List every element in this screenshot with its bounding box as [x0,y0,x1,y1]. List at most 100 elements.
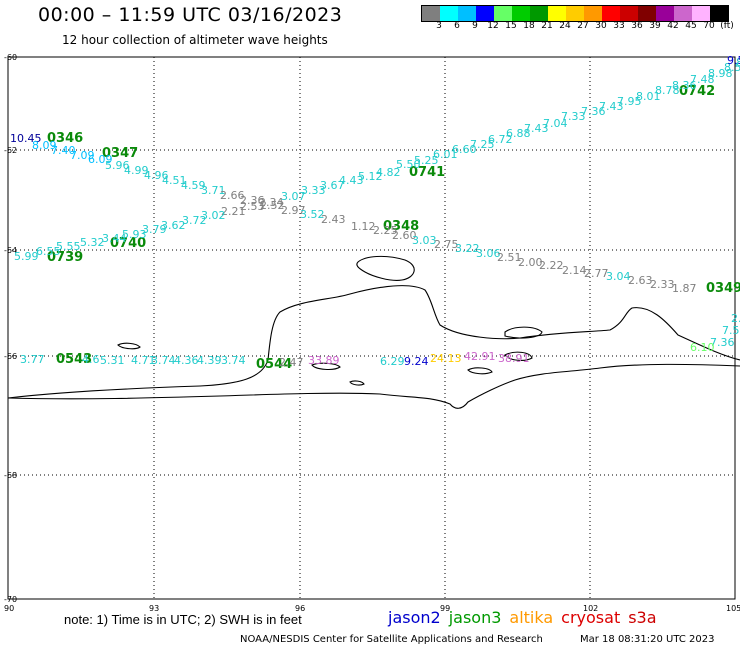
wave-height-label: 8.98 [708,67,733,80]
wave-height-label: 4.36 [174,354,199,367]
wave-height-label: 3.02 [201,209,226,222]
wave-height-label: 7.36 [710,336,735,349]
colorbar-label: 9 [472,21,478,31]
satellite-legend: jason2 jason3 altika cryosat s3a [388,608,665,627]
colorbar-swatch [440,6,458,21]
wave-height-label: 2.63 [628,274,653,287]
wave-height-label: 3.67 [320,179,345,192]
wave-height-label: 5.12 [358,170,383,183]
lon-label: 99 [440,604,450,613]
colorbar-swatch [692,6,710,21]
satellite-legend-item: cryosat [561,608,621,627]
wave-height-label: 1.87 [672,282,697,295]
colorbar-label: 3 [436,21,442,31]
colorbar-swatch [476,6,494,21]
lat-label: -60 [4,53,17,62]
wave-height-label: 7.25 [470,138,495,151]
colorbar-label: 27 [577,21,589,31]
wave-height-label: 3.03 [412,234,437,247]
wave-height-label: 4.99 [124,164,149,177]
lon-label: 93 [149,604,159,613]
colorbar-label: 6 [454,21,460,31]
wave-height-label: 6.10 [690,341,715,354]
colorbar-label: 33 [613,21,625,31]
time-label: 0348 [383,219,419,234]
grid-lines [8,57,735,599]
colorbar-swatch [422,6,440,21]
credit-line: NOAA/NESDIS Center for Satellite Applica… [240,634,543,645]
colorbar-swatch [566,6,584,21]
wave-height-label: 9.24 [404,355,429,368]
wave-height-label: 6.72 [488,133,513,146]
colorbar-swatch [674,6,692,21]
colorbar-label: 24 [559,21,571,31]
coastline [7,255,740,409]
wave-height-label: 5.96 [105,159,130,172]
colorbar-label: 21 [541,21,553,31]
wave-height-label: 3.52 [300,208,325,221]
wave-height-label: 6.29 [380,355,405,368]
lon-label: 90 [4,604,14,613]
lon-label: 102 [583,604,598,613]
colorbar-label: 42 [667,21,679,31]
wave-height-label: 4.82 [376,166,401,179]
lon-label: 105 [726,604,740,613]
wave-height-label: 2.51 [497,251,522,264]
wave-height-label: 3.33 [301,184,326,197]
wave-height-label: 3.04 [606,270,631,283]
wave-height-label: 7.09 [70,149,95,162]
wave-height-label: 3.62 [161,219,186,232]
lon-label: 96 [295,604,305,613]
wave-height-label: 3.07 [281,190,306,203]
wave-height-label: 8.58 [724,61,740,74]
colorbar-swatch [584,6,602,21]
pass-time-labels: 0346 0347 0741 0740 0739 0348 0742 0349 … [47,84,740,372]
wave-height-label: 3.77 [20,353,45,366]
wave-height-label: 8.52 [736,56,740,69]
wave-height-label: 7.40 [51,144,76,157]
wave-height-label: 7.36 [581,105,606,118]
wave-height-label: 24.13 [430,352,462,365]
colorbar-swatch [494,6,512,21]
wave-height-label: 3.79 [142,223,167,236]
wave-height-label: 2.60 [392,229,417,242]
wave-height-label: 6.09 [88,153,113,166]
wave-height-label: 5.50 [396,158,421,171]
colorbar-swatch [548,6,566,21]
wave-height-label: 9.5 [727,54,740,67]
wave-height-label: 3.06 [476,247,501,260]
wave-height-label: 4.96 [144,169,169,182]
time-label: 0349 [706,281,740,296]
wave-height-label: 5.55 [56,240,81,253]
colorbar-swatch [710,6,728,21]
wave-height-label: 2.21 [221,205,246,218]
generation-time: Mar 18 08:31:20 UTC 2023 [580,634,715,645]
wave-height-label: 4.39 [197,354,222,367]
lat-label: -66 [4,352,17,361]
longitude-labels: 90 93 96 99 102 105 [4,604,740,613]
colorbar-label: 45 [685,21,697,31]
wave-height-label: 7.33 [561,110,586,123]
time-label: 0544 [256,357,292,372]
wave-height-label: 3.74 [151,354,176,367]
colorbar-swatch [512,6,530,21]
map-subtitle: 12 hour collection of altimeter wave hei… [62,33,328,47]
wave-height-label: 2.43 [321,213,346,226]
time-label: 0740 [110,236,146,251]
map-title: 00:00 – 11:59 UTC 03/16/2023 [38,4,343,26]
wave-height-label: 2.47 [279,356,304,369]
wave-height-labels: 10.458.097.407.096.095.964.994.964.514.5… [10,54,740,369]
plot-frame [7,56,736,600]
wave-height-label: 5.32 [80,236,105,249]
latitude-labels: -60 -62 -64 -66 -68 -70 [4,53,17,604]
colorbar-label: 36 [631,21,643,31]
wave-height-label: 2.52 [260,199,285,212]
wave-height-label: 7.48 [690,73,715,86]
wave-height-label: 2.00 [518,256,543,269]
wave-height-label: 3.44 [102,232,127,245]
wave-height-label: 10.45 [10,132,42,145]
time-label: 0741 [409,165,445,180]
satellite-legend-item: jason2 [388,608,441,627]
footnote: note: 1) Time is in UTC; 2) SWH is in fe… [64,612,302,627]
wave-height-label: 1.12 [351,220,376,233]
